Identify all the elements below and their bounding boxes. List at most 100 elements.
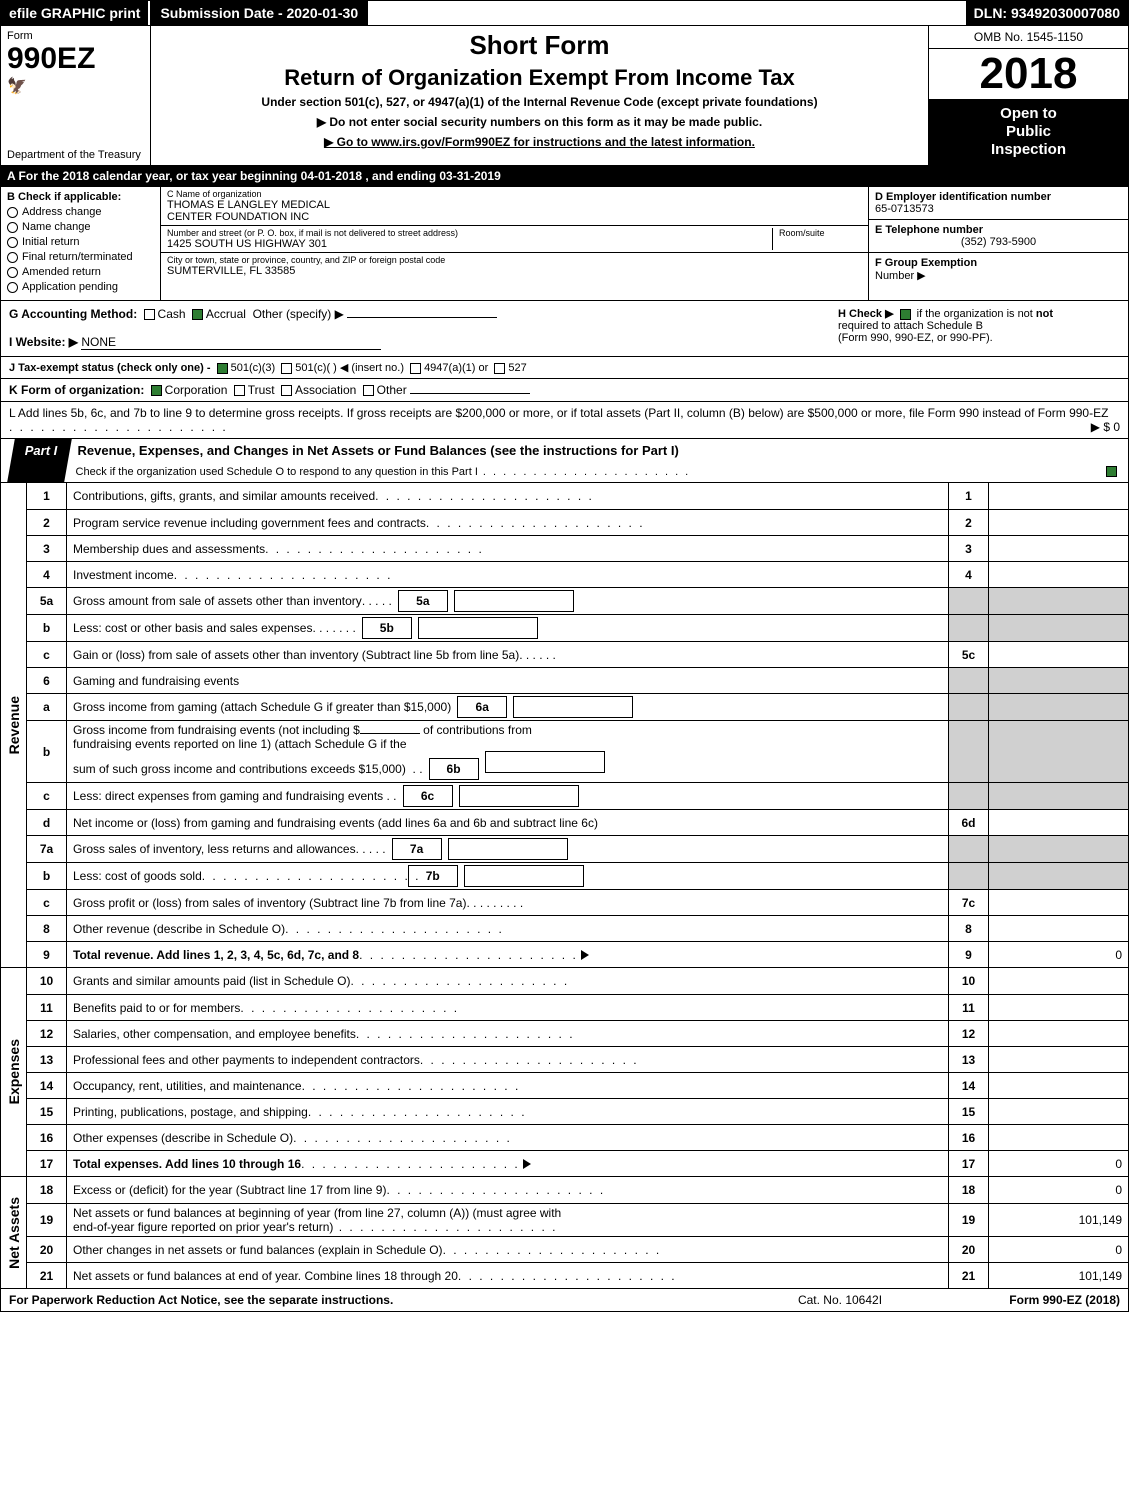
row-j: J Tax-exempt status (check only one) - 5… xyxy=(0,357,1129,379)
part-1-header: Part I Revenue, Expenses, and Changes in… xyxy=(0,439,1129,483)
city-label: City or town, state or province, country… xyxy=(167,255,862,265)
inspection-box: Open to Public Inspection xyxy=(929,99,1128,165)
h-text-3: (Form 990, 990-EZ, or 990-PF). xyxy=(838,332,993,344)
net-assets-label: Net Assets xyxy=(1,1177,27,1288)
group-exemption-label: F Group Exemption xyxy=(875,257,977,269)
h-text-1: if the organization is not not xyxy=(917,308,1053,320)
tax-year: 2018 xyxy=(929,49,1128,99)
submission-date: Submission Date - 2020-01-30 xyxy=(148,1,368,25)
ein-value: 65-0713573 xyxy=(875,203,934,215)
part-1-title: Revenue, Expenses, and Changes in Net As… xyxy=(68,439,1128,462)
line-21-val: 101,149 xyxy=(988,1263,1128,1288)
chk-final-return[interactable]: Final return/terminated xyxy=(7,251,154,263)
chk-other-org[interactable] xyxy=(363,385,374,396)
box-6c: 6c xyxy=(403,785,453,807)
h-text-2: required to attach Schedule B xyxy=(838,320,983,332)
line-18-val: 0 xyxy=(988,1177,1128,1203)
chk-corporation[interactable] xyxy=(151,385,162,396)
chk-4947[interactable] xyxy=(410,363,421,374)
chk-cash[interactable] xyxy=(144,309,155,320)
line-1-num: 1 xyxy=(27,483,67,509)
line-1-rn: 1 xyxy=(948,483,988,509)
phone-value: (352) 793-5900 xyxy=(875,236,1122,248)
website-value: NONE xyxy=(81,335,381,350)
form-word: Form xyxy=(7,30,144,42)
chk-address-change[interactable]: Address change xyxy=(7,206,154,218)
goto-link[interactable]: ▶ Go to www.irs.gov/Form990EZ for instru… xyxy=(159,135,920,149)
section-c: C Name of organization THOMAS E LANGLEY … xyxy=(161,187,868,300)
section-b: B Check if applicable: Address change Na… xyxy=(1,187,161,300)
cat-no: Cat. No. 10642I xyxy=(740,1293,940,1307)
l-value: ▶ $ 0 xyxy=(1091,420,1120,434)
page-footer: For Paperwork Reduction Act Notice, see … xyxy=(0,1289,1129,1312)
dln-label: DLN: 93492030007080 xyxy=(966,1,1128,25)
b-header: B Check if applicable: xyxy=(7,191,154,203)
header-center: Short Form Return of Organization Exempt… xyxy=(151,26,928,165)
g-label: G Accounting Method: xyxy=(9,307,137,321)
line-20-val: 0 xyxy=(988,1237,1128,1262)
box-6b: 6b xyxy=(429,758,479,780)
line-17-val: 0 xyxy=(988,1151,1128,1176)
line-19-val: 101,149 xyxy=(988,1204,1128,1236)
arrow-icon xyxy=(581,950,589,960)
row-l: L Add lines 5b, 6c, and 7b to line 9 to … xyxy=(0,402,1129,439)
short-form-title: Short Form xyxy=(159,30,920,61)
return-title: Return of Organization Exempt From Incom… xyxy=(159,65,920,91)
chk-trust[interactable] xyxy=(234,385,245,396)
chk-schedule-o[interactable] xyxy=(1106,466,1117,477)
other-org-input[interactable] xyxy=(410,393,530,394)
chk-application-pending[interactable]: Application pending xyxy=(7,281,154,293)
box-7b: 7b xyxy=(408,865,458,887)
entity-section: B Check if applicable: Address change Na… xyxy=(0,187,1129,301)
phone-label: E Telephone number xyxy=(875,224,983,236)
header-left: Form 990EZ 🦅 Department of the Treasury xyxy=(1,26,151,165)
form-header: Form 990EZ 🦅 Department of the Treasury … xyxy=(0,26,1129,166)
part-1-checkline: Check if the organization used Schedule … xyxy=(68,462,1128,482)
ssn-warning: ▶ Do not enter social security numbers o… xyxy=(159,115,920,129)
h-label: H Check ▶ xyxy=(838,308,894,320)
omb-number: OMB No. 1545-1150 xyxy=(929,26,1128,49)
org-name-1: THOMAS E LANGLEY MEDICAL xyxy=(167,199,862,211)
chk-527[interactable] xyxy=(494,363,505,374)
revenue-label: Revenue xyxy=(1,483,27,967)
group-exemption-number: Number ▶ xyxy=(875,270,926,282)
other-specify-input[interactable] xyxy=(347,317,497,318)
form-ref: Form 990-EZ (2018) xyxy=(940,1293,1120,1307)
line-1-val xyxy=(988,483,1128,509)
form-number: 990EZ xyxy=(7,42,144,76)
row-k: K Form of organization: Corporation Trus… xyxy=(0,379,1129,402)
topbar-spacer xyxy=(368,1,966,25)
chk-501c3[interactable] xyxy=(217,363,228,374)
box-7a: 7a xyxy=(392,838,442,860)
street-value: 1425 SOUTH US HIGHWAY 301 xyxy=(167,238,772,250)
chk-schedule-b[interactable] xyxy=(900,309,911,320)
org-name-label: C Name of organization xyxy=(167,189,862,199)
org-name-2: CENTER FOUNDATION INC xyxy=(167,211,862,223)
top-bar: efile GRAPHIC print Submission Date - 20… xyxy=(0,0,1129,26)
period-row: A For the 2018 calendar year, or tax yea… xyxy=(0,166,1129,187)
box-6a: 6a xyxy=(457,696,507,718)
box-5b: 5b xyxy=(362,617,412,639)
section-def: D Employer identification number 65-0713… xyxy=(868,187,1128,300)
chk-initial-return[interactable]: Initial return xyxy=(7,236,154,248)
street-label: Number and street (or P. O. box, if mail… xyxy=(167,228,772,238)
irs-logo-icon: 🦅 xyxy=(7,76,144,96)
header-right: OMB No. 1545-1150 2018 Open to Public In… xyxy=(928,26,1128,165)
part-1-grid: Revenue 1 Contributions, gifts, grants, a… xyxy=(0,483,1129,1289)
chk-501c[interactable] xyxy=(281,363,292,374)
chk-amended-return[interactable]: Amended return xyxy=(7,266,154,278)
city-value: SUMTERVILLE, FL 33585 xyxy=(167,265,862,277)
line-1-desc: Contributions, gifts, grants, and simila… xyxy=(73,489,375,503)
part-1-tab: Part I xyxy=(7,439,71,482)
department-label: Department of the Treasury xyxy=(7,149,144,161)
arrow-icon xyxy=(523,1159,531,1169)
ein-label: D Employer identification number xyxy=(875,191,1051,203)
chk-name-change[interactable]: Name change xyxy=(7,221,154,233)
paperwork-notice: For Paperwork Reduction Act Notice, see … xyxy=(9,1293,740,1307)
room-label: Room/suite xyxy=(779,228,862,238)
efile-label: efile GRAPHIC print xyxy=(1,1,148,25)
expenses-label: Expenses xyxy=(1,968,27,1176)
chk-accrual[interactable] xyxy=(192,309,203,320)
chk-association[interactable] xyxy=(281,385,292,396)
line-9-val: 0 xyxy=(988,942,1128,967)
